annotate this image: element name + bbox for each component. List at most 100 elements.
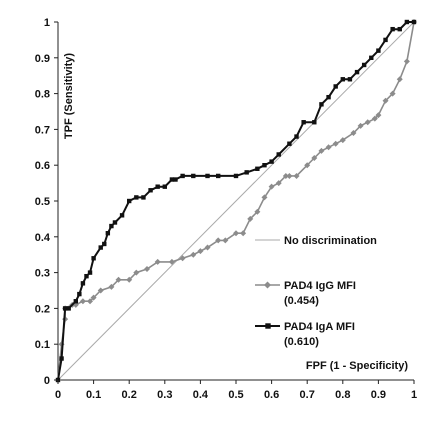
data-point [108, 283, 115, 290]
data-point [169, 177, 175, 182]
data-point [148, 188, 153, 193]
data-point [332, 140, 339, 147]
x-axis-label: FPF (1 - Specificity) [306, 360, 408, 372]
data-point [98, 245, 103, 250]
x-tick-label: 0.1 [86, 389, 101, 401]
data-point [347, 77, 353, 82]
reference-line-group [57, 21, 415, 381]
data-point [91, 256, 96, 261]
data-point [112, 220, 118, 225]
data-point [179, 255, 186, 262]
data-point [216, 173, 221, 179]
data-point [325, 144, 332, 151]
data-point [389, 90, 396, 97]
data-point [59, 356, 64, 361]
data-point [286, 172, 293, 179]
y-axis-label: TPF (Sensitivity) [63, 53, 75, 140]
y-tick-label: 0.9 [35, 53, 50, 65]
data-point [154, 258, 161, 265]
x-tick-label: 1 [411, 389, 417, 401]
data-point [354, 69, 360, 75]
x-tick-label: 0.9 [371, 389, 386, 401]
y-tick-label: 0.8 [35, 89, 50, 101]
data-point [119, 213, 125, 218]
data-point [261, 194, 268, 201]
y-tick-label: 0.4 [35, 232, 51, 244]
data-point [215, 237, 222, 244]
data-point [369, 55, 374, 60]
data-point [222, 237, 229, 244]
data-point [102, 241, 107, 247]
data-point [262, 163, 267, 168]
legend-sublabel: (0.610) [284, 336, 319, 348]
data-point [173, 177, 178, 182]
data-point [375, 112, 382, 119]
data-point [79, 298, 86, 305]
data-point [340, 77, 345, 82]
data-point [87, 298, 94, 305]
data-point [144, 266, 150, 273]
data-point [205, 173, 210, 179]
data-point [404, 19, 410, 25]
data-point [411, 19, 417, 25]
data-point [396, 76, 403, 83]
y-tick-label: 0.3 [35, 268, 50, 280]
y-tick-label: 0.7 [35, 124, 50, 136]
data-point [204, 244, 211, 251]
legend-label: PAD4 IgG MFI [284, 280, 356, 292]
data-point [301, 120, 306, 125]
data-point [319, 102, 324, 107]
y-tick-label: 0.5 [35, 196, 50, 208]
data-point [376, 48, 381, 53]
data-point [197, 248, 204, 255]
x-tick-label: 0.3 [157, 389, 172, 401]
data-point [397, 26, 402, 32]
data-point [109, 223, 114, 229]
legend-marker [265, 323, 271, 329]
data-point [191, 173, 196, 179]
data-point [84, 273, 89, 279]
data-point [105, 231, 111, 236]
y-tick-label: 0.2 [35, 303, 50, 315]
data-point [77, 291, 82, 297]
data-point [80, 281, 86, 286]
y-tick-label: 0 [44, 375, 50, 387]
data-point [383, 37, 388, 43]
data-point [318, 147, 325, 154]
data-point [233, 173, 239, 179]
legend-marker [264, 281, 271, 289]
legend-label: PAD4 IgA MFI [284, 321, 355, 333]
data-point [275, 180, 282, 187]
data-point [255, 166, 260, 171]
data-point [403, 58, 410, 65]
data-point [294, 134, 299, 139]
x-tick-label: 0 [55, 389, 61, 401]
data-point [133, 269, 140, 276]
data-point [364, 119, 371, 126]
data-point [361, 62, 367, 68]
reference-line [57, 21, 415, 381]
data-point [180, 173, 185, 179]
legend-item-series-2: PAD4 IgA MFI (0.610) [255, 321, 355, 348]
x-tick-label: 0.5 [228, 389, 243, 401]
data-point [97, 287, 104, 294]
data-point [141, 195, 146, 200]
data-point [162, 184, 167, 189]
data-point [155, 184, 160, 189]
data-point [333, 84, 338, 89]
series-line [57, 21, 414, 381]
data-point [357, 122, 364, 129]
data-point [350, 129, 357, 136]
data-point [339, 137, 346, 144]
data-point [304, 162, 311, 169]
data-point [247, 215, 254, 222]
y-tick-label: 0.6 [35, 160, 50, 172]
x-tick-label: 0.2 [122, 389, 137, 401]
series-2 [55, 19, 417, 383]
legend-sublabel: (0.454) [284, 295, 319, 307]
data-point [115, 276, 122, 283]
data-point [293, 172, 300, 179]
y-tick-label: 1 [44, 17, 50, 29]
data-point [287, 141, 292, 146]
